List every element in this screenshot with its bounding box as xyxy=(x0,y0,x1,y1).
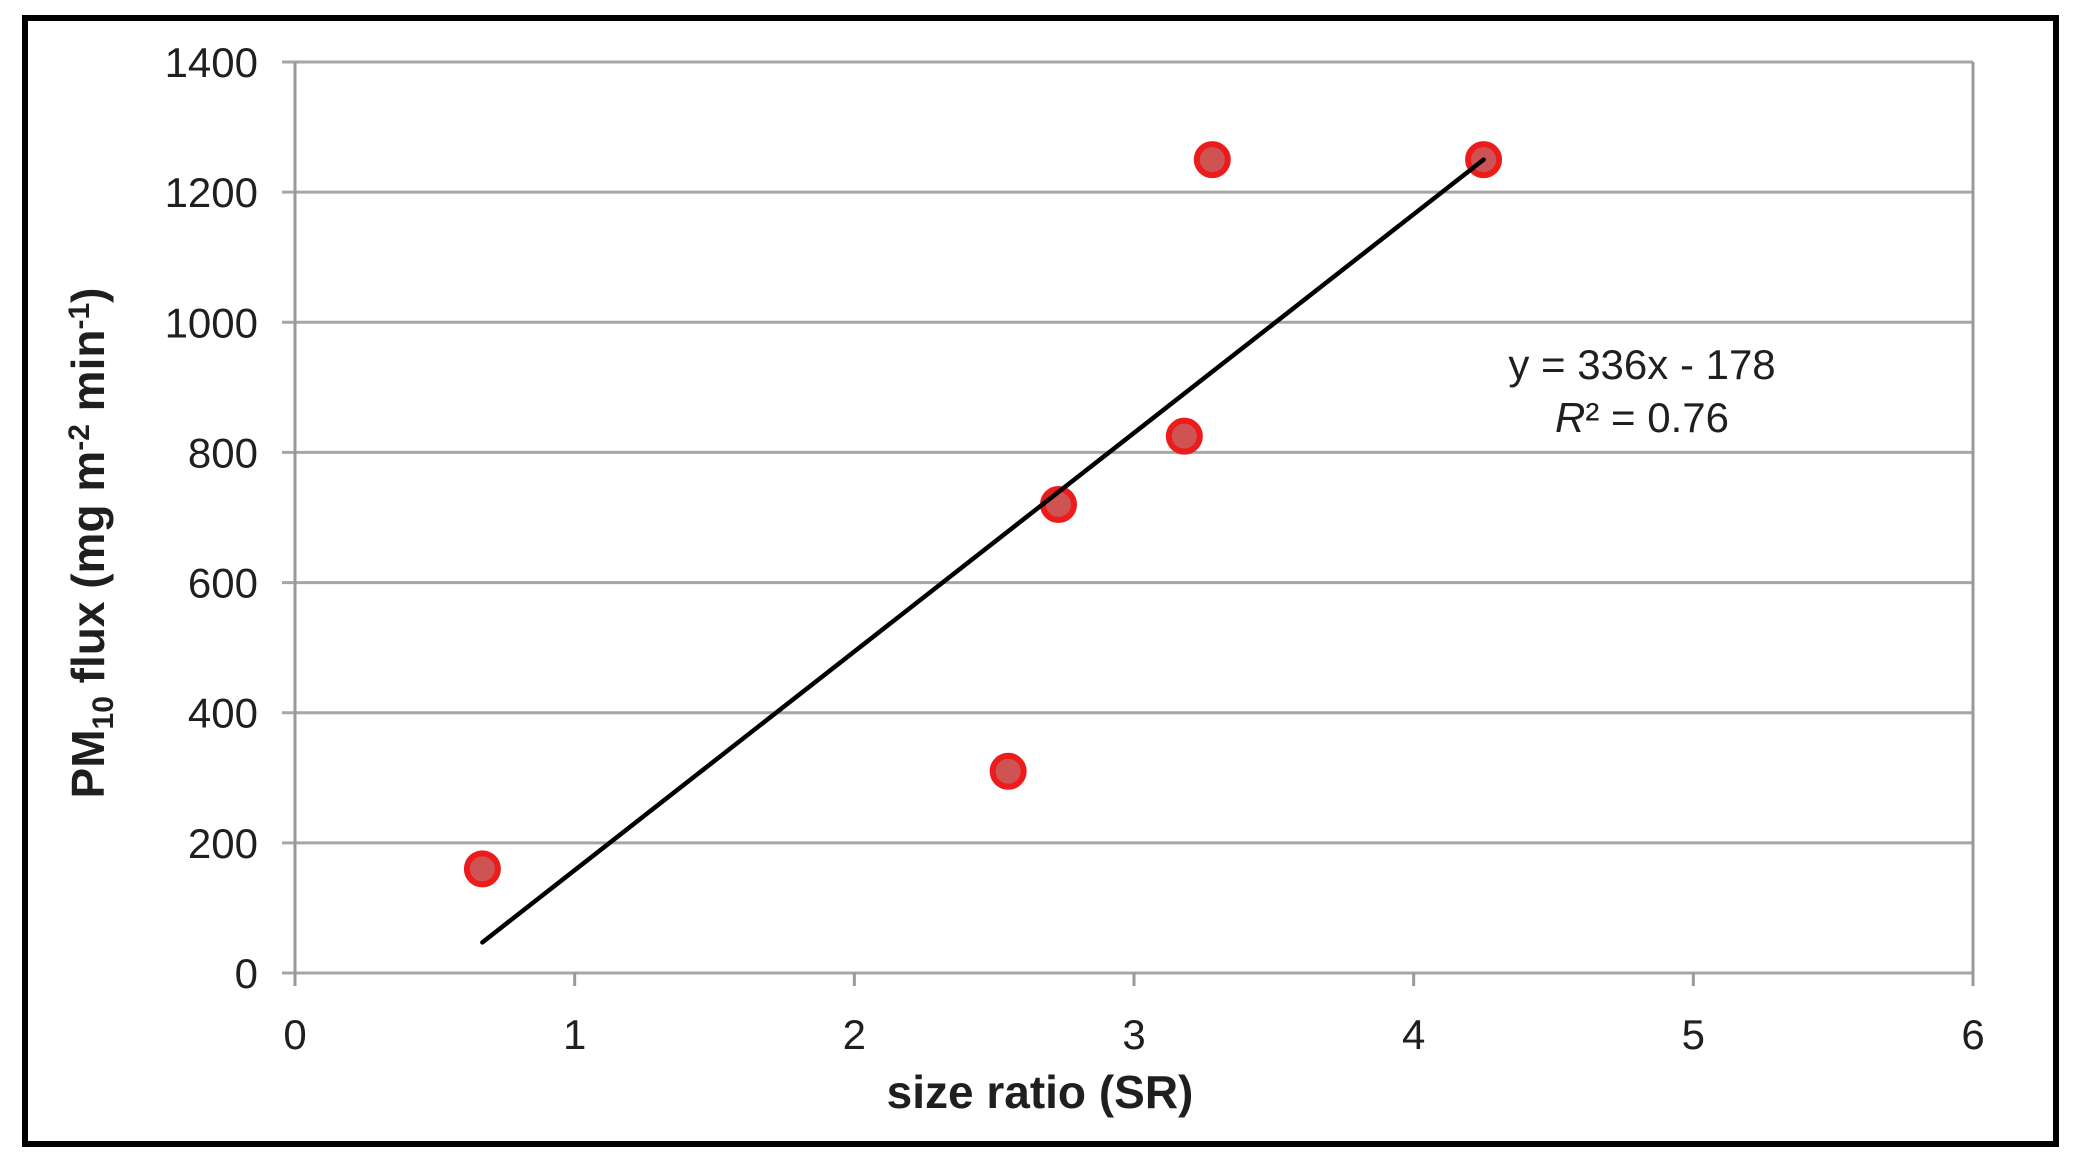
y-tick-label: 200 xyxy=(188,820,258,867)
r-squared-value: ² = 0.76 xyxy=(1585,394,1729,441)
x-tick-label: 1 xyxy=(563,1011,586,1058)
data-point xyxy=(1165,417,1203,455)
y-tick-label: 800 xyxy=(188,429,258,476)
y-tick-label: 1000 xyxy=(165,299,258,346)
y-tick-label: 400 xyxy=(188,690,258,737)
y-axis-title: PM10 flux (mg m-2 min-1) xyxy=(62,288,120,799)
x-axis-title: size ratio (SR) xyxy=(887,1066,1194,1118)
x-tick-label: 2 xyxy=(843,1011,866,1058)
data-point xyxy=(989,752,1027,790)
r-squared-label: R² = 0.76 xyxy=(1555,396,1729,440)
figure-border xyxy=(22,15,2059,1147)
y-tick-label: 1200 xyxy=(165,169,258,216)
x-tick-label: 5 xyxy=(1682,1011,1705,1058)
trend-line xyxy=(480,157,1486,945)
r-squared-symbol: R xyxy=(1555,394,1586,441)
x-tick-label: 3 xyxy=(1122,1011,1145,1058)
x-tick-label: 0 xyxy=(283,1011,306,1058)
y-tick-label: 600 xyxy=(188,560,258,607)
data-point xyxy=(1193,141,1231,179)
data-point xyxy=(463,850,501,888)
trendline-equation: y = 336x - 178 xyxy=(1508,341,1776,388)
x-tick-label: 4 xyxy=(1402,1011,1425,1058)
x-tick-label: 6 xyxy=(1961,1011,1984,1058)
y-tick-label: 0 xyxy=(235,950,258,997)
y-tick-label: 1400 xyxy=(165,39,258,86)
